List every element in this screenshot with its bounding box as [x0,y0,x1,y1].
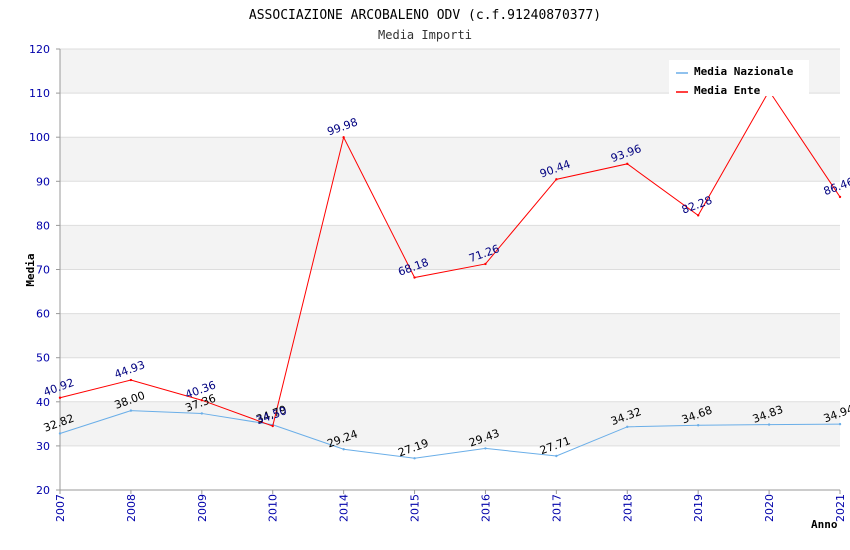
data-point [200,412,204,415]
x-tick-label: 2021 [834,494,847,522]
plot-band [60,445,840,490]
y-tick-label: 120 [29,43,50,56]
series-line-media-ente [59,89,841,427]
x-axis-label: Anno [811,518,838,531]
x-tick-label: 2018 [621,494,634,522]
y-tick-label: 80 [36,219,50,232]
x-tick-labels: 2007 2008 2009 2010 2014 2015 2016 2017 2018 2019… [54,490,847,522]
data-point [626,162,629,166]
legend-box [669,60,809,96]
x-tick-label: 2020 [763,494,776,522]
y-tick-label: 90 [36,175,50,188]
data-point [555,178,558,181]
data-point [342,448,345,451]
data-point [58,432,62,435]
data-point [413,276,416,279]
plot-band [60,225,840,270]
x-tick-label: 2019 [692,494,705,522]
data-point [484,262,487,266]
x-tick-label: 2009 [196,494,209,522]
plot-band [60,313,840,358]
data-point [767,423,771,426]
plot-band [60,137,840,182]
data-point [58,396,62,399]
chart-title: ASSOCIAZIONE ARCOBALENO ODV (c.f.9124087… [249,8,601,23]
y-axis-label: Media [24,253,37,286]
y-tick-label: 20 [36,484,50,497]
plot-band [60,357,840,402]
y-tick-label: 100 [29,131,50,144]
plot-band [60,181,840,226]
plot-band [60,93,840,138]
data-point [696,424,700,427]
data-point [342,136,345,139]
data-point [696,214,700,217]
data-point [271,424,274,428]
series-lines [58,89,842,460]
x-tick-label: 2017 [550,494,563,522]
x-tick-label: 2016 [479,494,492,522]
data-point [484,447,487,450]
plot-background-bands [60,49,840,490]
data-point [555,454,558,458]
plot-band [60,401,840,446]
x-tick-label: 2015 [409,494,422,522]
chart-subtitle: Media Importi [378,28,472,42]
legend: Media Nazionale Media Ente [669,60,809,97]
x-tick-label: 2008 [125,494,138,522]
data-point [413,457,416,460]
data-point [200,399,204,402]
legend-label-media-ente: Media Ente [694,84,761,97]
plot-band [60,269,840,314]
legend-label-media-nazionale: Media Nazionale [694,65,794,78]
data-point [129,378,133,382]
y-tick-label: 30 [36,440,50,453]
data-point [838,422,842,426]
x-tick-label: 2014 [338,494,351,522]
data-point [626,425,629,429]
y-tick-labels: 20 30 40 50 60 70 80 90 100 110 120 [29,43,60,497]
data-point [129,409,133,412]
data-point [838,195,842,199]
y-tick-label: 70 [36,264,50,277]
y-tick-label: 40 [36,396,50,409]
y-tick-label: 50 [36,352,50,365]
x-tick-label: 2010 [267,494,280,522]
x-tick-label: 2007 [54,494,67,522]
y-tick-label: 60 [36,308,50,321]
series-line-media-nazionale [59,410,841,459]
y-tick-label: 110 [29,87,50,100]
